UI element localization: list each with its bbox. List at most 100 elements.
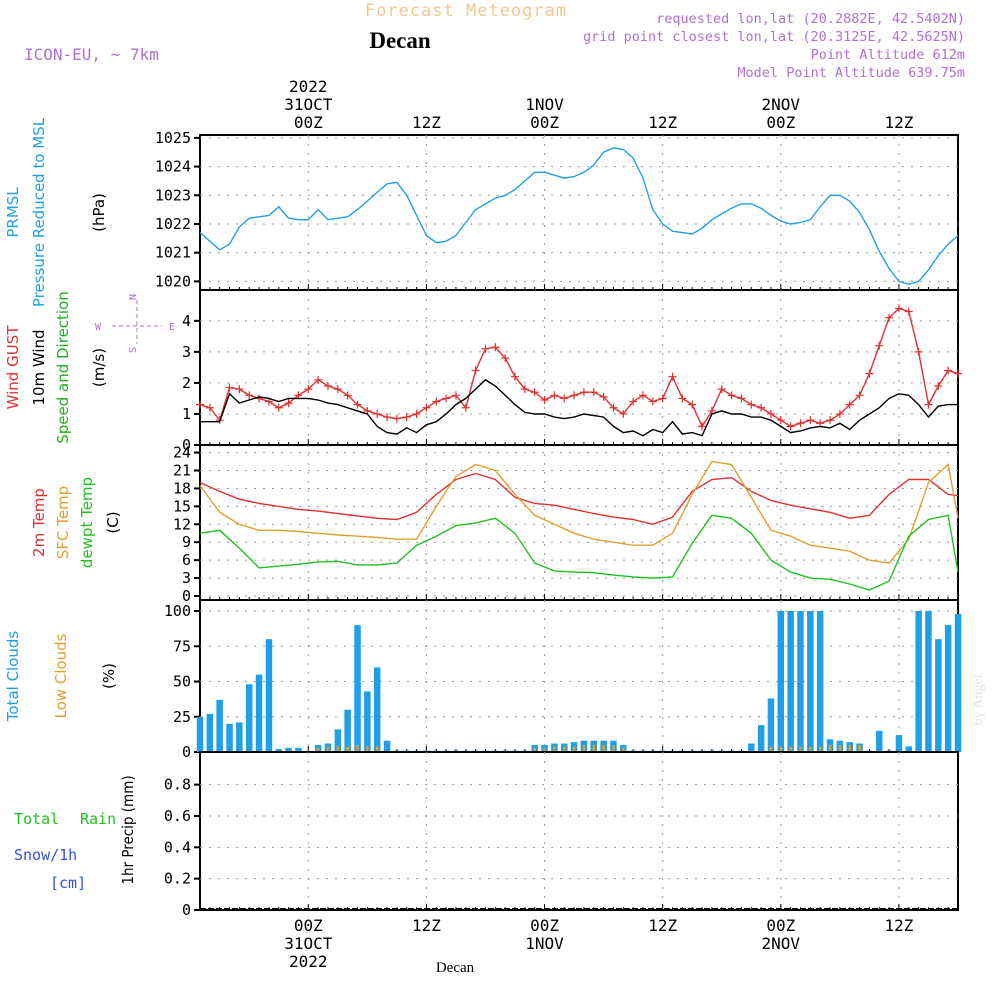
- panel-clouds: 0 25 50 75 100 Total Clouds Low Clouds (%): [4, 599, 962, 761]
- gust-marker: [638, 391, 647, 400]
- gust-marker: [373, 409, 382, 418]
- gust-marker: [570, 391, 579, 400]
- y-tick-label: 0.6: [164, 807, 191, 825]
- gust-marker: [688, 400, 697, 409]
- grid-point-coords: grid point closest lon,lat (20.3125E, 42…: [583, 29, 965, 45]
- top-time-label: 00Z: [530, 113, 559, 132]
- gust-marker: [235, 385, 244, 394]
- cloud-bar-low: [553, 746, 556, 752]
- gust-marker: [894, 304, 903, 313]
- cloud-bar-total: [816, 611, 824, 752]
- compass-w: W: [95, 322, 102, 333]
- gust-marker: [205, 403, 214, 412]
- cloud-bar-total: [275, 749, 282, 752]
- y-tick-label: 0.4: [164, 838, 191, 856]
- bottom-date-label: 31OCT: [284, 934, 333, 953]
- bottom-time-label: 12Z: [648, 916, 677, 935]
- gust-marker: [619, 409, 628, 418]
- gust-marker: [412, 409, 421, 418]
- cloud-bar-low: [838, 745, 842, 752]
- y-tick-label: 12: [173, 515, 191, 533]
- cloud-bar-low: [622, 747, 625, 752]
- gust-marker: [481, 344, 490, 353]
- cloud-bar-low: [376, 746, 379, 752]
- y-tick-label: 1: [182, 405, 191, 423]
- cloud-bar-low: [592, 745, 595, 752]
- cloud-bar-low: [563, 746, 566, 752]
- gust-marker: [914, 347, 923, 356]
- gust-marker: [245, 391, 254, 400]
- gust-marker: [786, 422, 795, 431]
- top-date-label: 2NOV: [762, 95, 801, 114]
- bottom-year-label: 2022: [289, 952, 328, 971]
- cloud-bar-total: [206, 713, 214, 752]
- panel-frame: [199, 599, 959, 753]
- series-line-temperature-2: [199, 514, 959, 591]
- cloud-bar-total: [915, 611, 922, 752]
- cloud-bar-total: [216, 699, 223, 752]
- gust-marker: [658, 394, 667, 403]
- gust-marker: [954, 369, 962, 378]
- gust-marker: [560, 394, 569, 403]
- cloud-bar-total: [777, 611, 785, 752]
- panel-label: (hPa): [90, 193, 108, 232]
- gust-marker: [668, 372, 677, 381]
- cloud-bar-low: [819, 746, 822, 752]
- panel-label: dewpt Temp: [78, 477, 96, 568]
- gust-marker: [225, 383, 234, 392]
- gust-marker: [698, 422, 707, 431]
- y-tick-label: 9: [182, 533, 191, 551]
- compass-e: E: [169, 322, 175, 333]
- gust-marker: [451, 391, 460, 400]
- panel-wind: 0 1 2 3 4 Wind GUST 10m Wind Speed and Directio…: [4, 289, 962, 454]
- cloud-bar-total: [895, 735, 903, 752]
- precip-total-label: Total: [14, 810, 59, 828]
- gust-marker: [796, 419, 805, 428]
- y-tick-label: 0: [182, 587, 191, 605]
- cloud-bar-low: [572, 746, 576, 752]
- cloud-bar-total: [354, 625, 361, 752]
- top-date-label: 31OCT: [284, 95, 333, 114]
- top-year-label: 2022: [289, 77, 328, 96]
- cloud-bar-low: [602, 745, 605, 752]
- cloud-bar-total: [935, 639, 942, 752]
- y-tick-label: 0: [182, 436, 191, 454]
- gust-marker: [826, 416, 835, 425]
- gust-marker: [461, 403, 470, 412]
- series-line-wind-0: [199, 307, 959, 428]
- top-time-label: 12Z: [412, 113, 441, 132]
- gust-marker: [924, 400, 933, 409]
- gust-marker: [855, 391, 864, 400]
- series-line-pressure-0: [199, 147, 959, 286]
- gust-marker: [304, 385, 313, 394]
- location-title: Decan: [369, 28, 431, 53]
- y-tick-label: 3: [182, 569, 191, 587]
- gust-marker: [284, 399, 293, 408]
- cloud-bar-low: [828, 745, 832, 752]
- requested-coords: requested lon,lat (20.2882E, 42.5402N): [656, 11, 965, 27]
- top-time-label: 12Z: [884, 113, 913, 132]
- cloud-bar-total: [265, 639, 273, 752]
- gust-marker: [776, 416, 785, 425]
- bottom-time-label: 12Z: [884, 916, 913, 935]
- model-altitude: Model Point Altitude 639.75m: [737, 65, 965, 81]
- cloud-bar-low: [336, 746, 339, 752]
- cloud-bar-total: [246, 684, 253, 752]
- cloud-bar-total: [876, 730, 883, 752]
- cloud-bar-low: [612, 745, 615, 752]
- gust-marker: [757, 403, 766, 412]
- cloud-bar-total: [255, 674, 263, 752]
- y-tick-label: 15: [173, 497, 191, 515]
- cloud-bar-total: [383, 740, 391, 752]
- panel-label: PRMSL: [4, 187, 22, 238]
- cloud-bar-total: [797, 611, 804, 752]
- gust-marker: [540, 395, 549, 404]
- cloud-bar-low: [533, 747, 536, 752]
- footer-location: Decan: [436, 960, 475, 976]
- cloud-bar-low: [769, 746, 773, 752]
- cloud-bar-total: [295, 747, 302, 752]
